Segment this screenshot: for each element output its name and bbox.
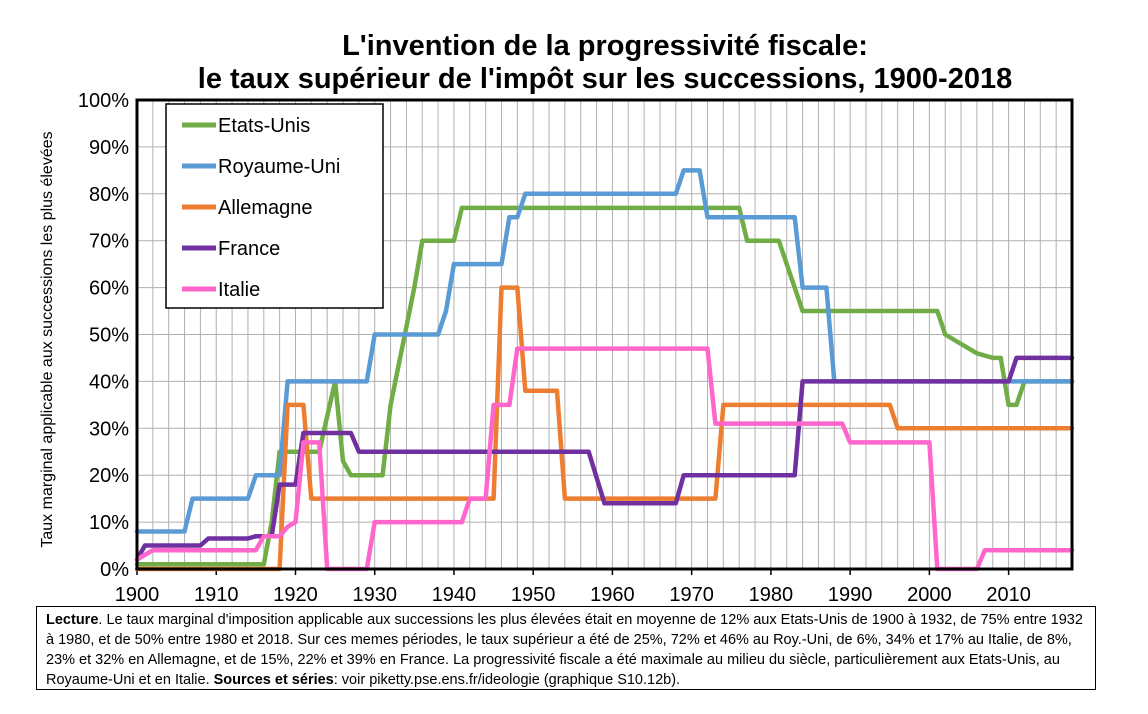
y-tick-label: 30% — [89, 418, 129, 440]
y-tick-label: 90% — [89, 137, 129, 159]
y-tick-label: 0% — [100, 559, 129, 581]
x-tick-label: 1930 — [352, 584, 397, 606]
series-line — [134, 168, 1075, 534]
y-tick-label: 100% — [78, 90, 129, 112]
note-lead: Lecture — [46, 612, 99, 628]
chart-title: L'invention de la progressivité fiscale:… — [100, 30, 1110, 96]
x-tick-label: 1980 — [749, 584, 794, 606]
y-axis-ticks: 0% 10% 20% 30% 40% 50% 60% 70% 80% 90% 100% — [78, 90, 129, 581]
x-tick-label: 1990 — [828, 584, 873, 606]
x-tick-label: 2000 — [907, 584, 952, 606]
y-axis-label: Taux marginal applicable aux successions… — [39, 131, 56, 547]
legend-label: Allemagne — [218, 197, 313, 219]
legend-label: Etats-Unis — [218, 115, 310, 137]
y-tick-label: 80% — [89, 184, 129, 206]
y-tick-label: 60% — [89, 278, 129, 300]
note-sources-label: Sources et séries — [213, 672, 334, 688]
x-tick-label: 2010 — [986, 584, 1031, 606]
x-tick-label: 1940 — [432, 584, 477, 606]
note-sources-text: : voir piketty.pse.ens.fr/ideologie (gra… — [333, 672, 681, 688]
legend-label: France — [218, 238, 280, 260]
x-tick-label: 1900 — [115, 584, 160, 606]
y-tick-label: 70% — [89, 231, 129, 253]
y-tick-label: 10% — [89, 512, 129, 534]
gridlines — [136, 99, 1073, 570]
y-tick-label: 20% — [89, 465, 129, 487]
series-lines — [134, 168, 1075, 572]
x-tick-label: 1960 — [590, 584, 635, 606]
series-line — [134, 346, 1075, 572]
series-line — [134, 285, 1075, 572]
legend-label: Royaume-Uni — [218, 156, 340, 178]
plot-frame — [135, 98, 1074, 571]
reading-note: Lecture. Le taux marginal d'imposition a… — [36, 606, 1096, 690]
note-text: . Le taux marginal d'imposition applicab… — [46, 612, 1083, 688]
chart-title-line-2: le taux supérieur de l'impôt sur les suc… — [197, 63, 1013, 95]
x-tick-label: 1920 — [273, 584, 318, 606]
x-tick-label: 1910 — [194, 584, 239, 606]
y-tick-label: 50% — [89, 325, 129, 347]
chart-title-line-1: L'invention de la progressivité fiscale: — [342, 30, 868, 62]
line-chart: 0%10%20%30%40%50%60%70%80%90%100% 1900 19… — [39, 90, 1075, 606]
x-axis-ticks: 1900 1910 1920 1930 1940 1950 1960 1970 1980 1990… — [115, 569, 1031, 606]
x-tick-label: 1970 — [669, 584, 714, 606]
y-tick-label: 40% — [89, 371, 129, 393]
legend-label: Italie — [218, 279, 260, 301]
x-tick-label: 1950 — [511, 584, 556, 606]
series-line — [134, 355, 1075, 562]
legend: Etats-Unis Royaume-Uni Allemagne France Ital… — [165, 103, 384, 309]
